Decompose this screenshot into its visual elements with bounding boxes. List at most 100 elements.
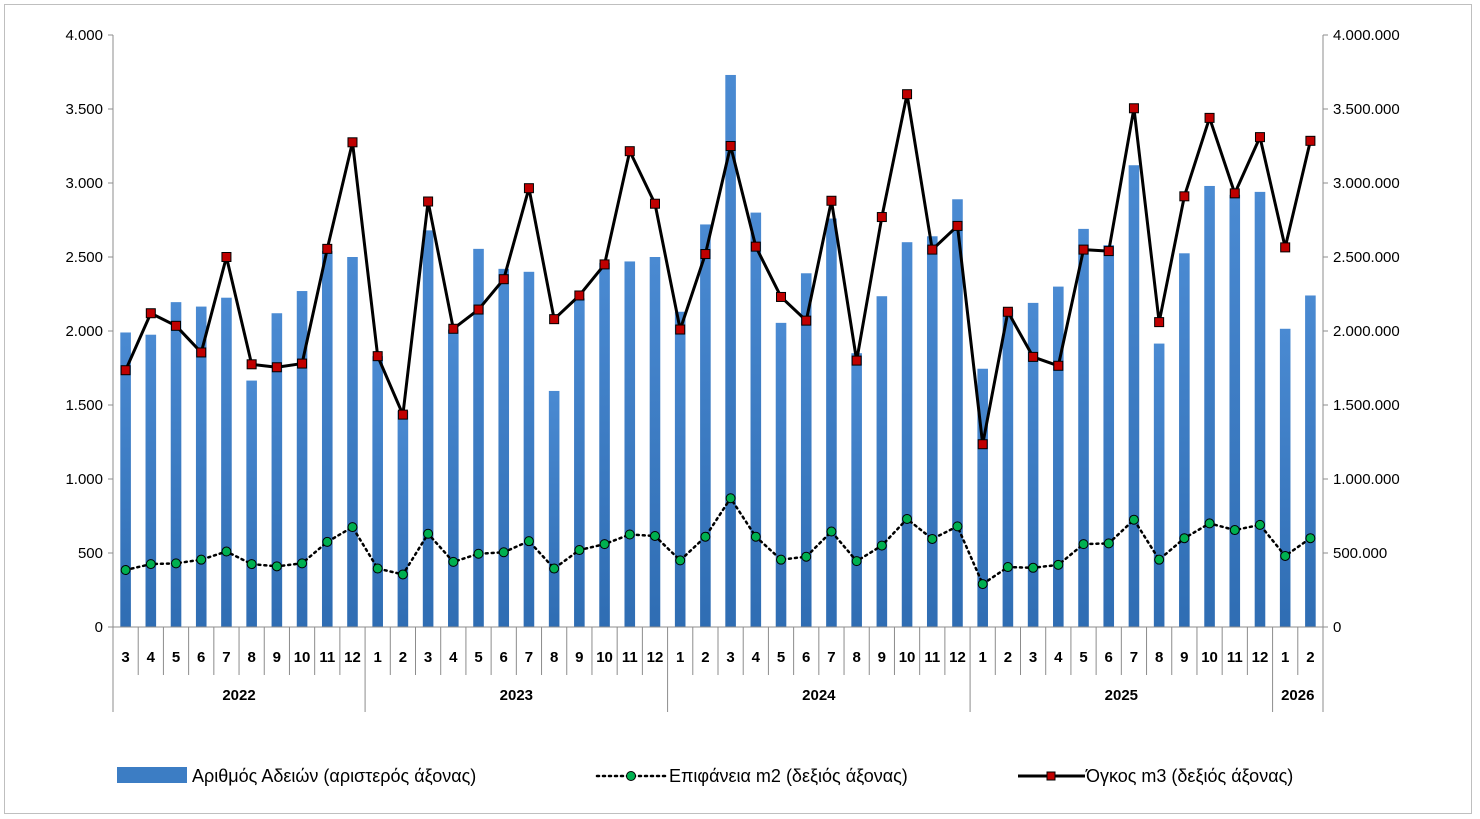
volume-point <box>246 359 257 370</box>
volume-point <box>1254 132 1265 143</box>
category-label: 2 <box>399 649 407 666</box>
volume-point <box>473 304 484 315</box>
category-label: 12 <box>1252 649 1269 666</box>
area-point <box>1254 519 1265 530</box>
category-label: 1 <box>979 649 987 666</box>
bar <box>195 306 207 627</box>
area-point <box>599 539 610 550</box>
volume-point <box>700 249 711 260</box>
category-label: 3 <box>121 649 129 666</box>
area-point <box>423 528 434 539</box>
bar <box>1128 165 1140 628</box>
volume-point <box>902 89 913 100</box>
left-tick-label: 3.000 <box>65 175 103 192</box>
category-label: 1 <box>374 649 382 666</box>
bar <box>700 224 711 627</box>
volume-point <box>851 355 862 366</box>
category-label: 10 <box>294 649 311 666</box>
bar <box>1103 245 1115 627</box>
volume-point <box>1053 360 1064 371</box>
bar <box>548 390 560 627</box>
area-point <box>221 546 232 557</box>
area-point <box>952 521 963 532</box>
bar <box>120 332 131 627</box>
bar <box>246 380 257 627</box>
legend-label-permits: Αριθμός Αδειών (αριστερός άξονας) <box>192 766 476 786</box>
area-point <box>1305 533 1316 544</box>
area-point <box>700 531 711 542</box>
bar <box>574 298 585 627</box>
right-tick-label: 500.000 <box>1333 545 1387 562</box>
volume-point <box>876 212 887 223</box>
volume-point <box>1078 244 1089 255</box>
area-point <box>649 530 660 541</box>
legend-item-volume[interactable]: Όγκος m3 (δεξιός άξονας) <box>1018 766 1293 786</box>
category-label: 3 <box>1029 649 1037 666</box>
right-tick-label: 4.000.000 <box>1333 27 1400 44</box>
volume-point <box>1229 188 1240 199</box>
left-tick-label: 3.500 <box>65 101 103 118</box>
area-point <box>322 536 333 547</box>
area-point <box>120 565 131 576</box>
chart-frame: 0 500 1.000 1.500 2.000 2.500 3.000 3.500 4.000 … <box>4 4 1472 814</box>
category-label: 2 <box>1004 649 1012 666</box>
area-point <box>1103 538 1114 549</box>
bar <box>523 271 535 627</box>
area-point <box>347 522 358 533</box>
area-point <box>498 547 509 558</box>
volume-point <box>448 323 459 334</box>
right-tick-label: 2.500.000 <box>1333 249 1400 266</box>
volume-point <box>1179 191 1190 202</box>
category-label: 4 <box>752 649 761 666</box>
category-label: 6 <box>197 649 205 666</box>
category-label: 11 <box>319 649 335 666</box>
volume-point <box>297 358 308 369</box>
volume-point <box>952 220 963 231</box>
category-label: 5 <box>1079 649 1087 666</box>
volume-point <box>750 241 761 252</box>
volume-point <box>725 141 736 151</box>
category-label: 2 <box>701 649 709 666</box>
legend-item-permits[interactable]: Αριθμός Αδειών (αριστερός άξονας) <box>117 766 476 786</box>
bar <box>674 311 686 627</box>
bar <box>1254 191 1266 627</box>
legend-swatch-area-marker <box>626 771 636 781</box>
volume-point <box>423 196 434 207</box>
area-point <box>902 513 913 524</box>
area-point <box>826 526 837 537</box>
bar <box>750 212 762 627</box>
bar <box>347 257 358 627</box>
volume-point <box>1128 103 1139 114</box>
category-label: 7 <box>1130 649 1138 666</box>
volume-line <box>124 92 1312 446</box>
legend-item-area[interactable]: Επιφάνεια m2 (δεξιός άξονας) <box>595 766 908 786</box>
category-label: 6 <box>802 649 810 666</box>
area-point <box>977 579 988 590</box>
volume-point <box>1103 246 1114 257</box>
bar <box>1002 309 1014 627</box>
volume-point <box>397 409 408 420</box>
right-tick-label: 1.000.000 <box>1333 471 1400 488</box>
category-label: 9 <box>1180 649 1188 666</box>
right-tick-label: 2.000.000 <box>1333 323 1400 340</box>
area-point <box>171 558 182 569</box>
year-label: 2025 <box>1105 687 1138 704</box>
bar <box>1279 328 1291 627</box>
volume-point <box>776 291 787 302</box>
bar <box>170 302 182 627</box>
category-label: 11 <box>622 649 638 666</box>
volume-point <box>271 362 282 373</box>
right-tick-label: 1.500.000 <box>1333 397 1400 414</box>
bar <box>1053 286 1064 627</box>
area-point <box>1028 562 1039 573</box>
year-label: 2026 <box>1281 687 1314 704</box>
bar <box>397 410 409 627</box>
area-point <box>1179 533 1190 544</box>
year-label: 2022 <box>222 687 255 704</box>
bar <box>448 329 459 627</box>
bar <box>624 261 636 627</box>
right-axis-ticks: 0 500.000 1.000.000 1.500.000 2.000.000 2.500… <box>1333 27 1400 636</box>
volume-line-series <box>120 89 1316 450</box>
category-label: 9 <box>878 649 886 666</box>
volume-point <box>1305 135 1316 146</box>
